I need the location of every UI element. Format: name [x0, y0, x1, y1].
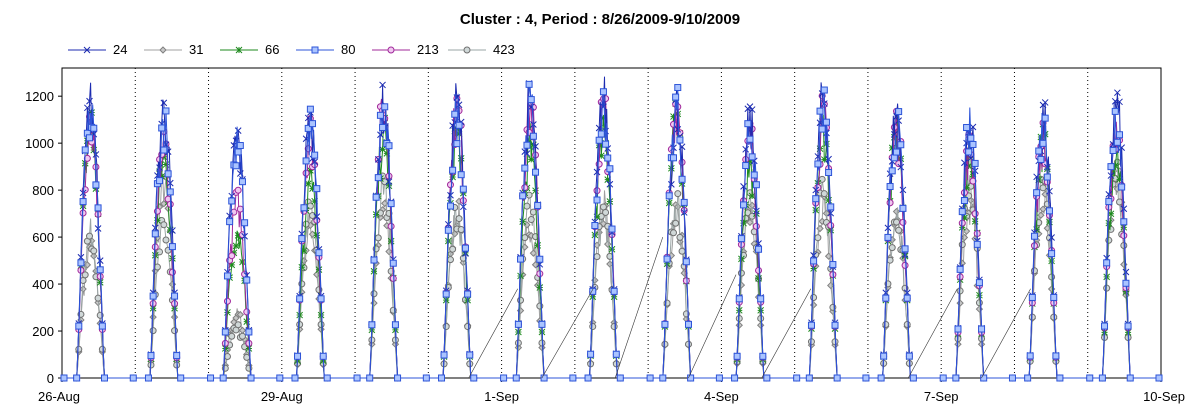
gap-connector [761, 288, 812, 379]
legend-swatch [220, 46, 258, 54]
y-tick-label: 800 [32, 183, 54, 198]
x-tick-label: 7-Sep [924, 389, 959, 404]
gap-connector [541, 288, 594, 379]
gap-connector [468, 288, 518, 379]
gap-connector [907, 288, 958, 379]
y-tick-label: 0 [47, 371, 54, 386]
legend-label: 213 [417, 42, 439, 57]
series-80 [60, 80, 1163, 382]
x-tick-label: 29-Aug [261, 389, 303, 404]
y-tick-label: 600 [32, 230, 54, 245]
gap-connector [614, 236, 664, 379]
series-markers [60, 80, 1163, 382]
y-tick-label: 400 [32, 277, 54, 292]
legend-swatch [372, 46, 410, 54]
legend-label: 24 [113, 42, 128, 57]
legend-swatch [296, 46, 334, 54]
y-tick-label: 1200 [25, 89, 54, 104]
legend-swatch [144, 46, 182, 54]
chart-title: Cluster : 4, Period : 8/26/2009-9/10/200… [459, 11, 741, 28]
x-tick-label: 1-Sep [484, 389, 519, 404]
gap-connector [688, 274, 737, 379]
legend-label: 66 [265, 42, 280, 57]
legend-swatch [68, 46, 106, 54]
y-tick-label: 200 [32, 324, 54, 339]
y-tick-label: 1000 [25, 136, 54, 151]
x-tick-label: 26-Aug [38, 389, 80, 404]
x-tick-label: 10-Sep [1143, 389, 1185, 404]
legend-swatch [448, 46, 486, 54]
gap-connector [981, 288, 1031, 379]
x-tick-label: 4-Sep [704, 389, 739, 404]
legend-label: 80 [341, 42, 356, 57]
legend-label: 31 [189, 42, 204, 57]
legend-label: 423 [493, 42, 515, 57]
